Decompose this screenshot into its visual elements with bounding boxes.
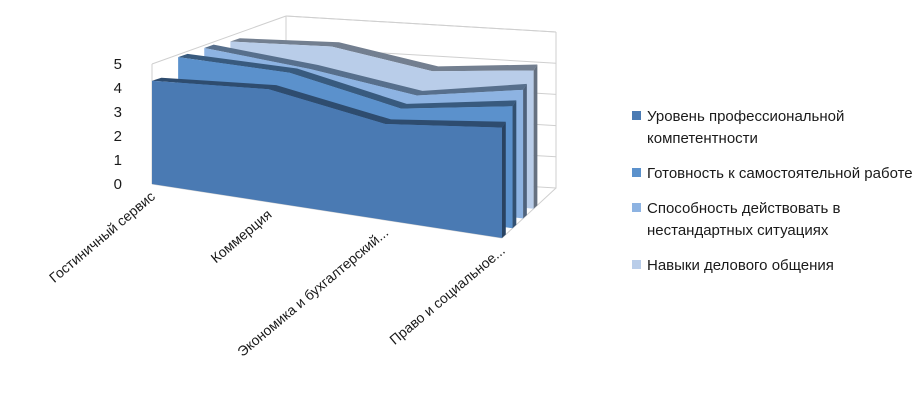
- legend-item-series-3: Способность действовать в нестандартных …: [632, 198, 916, 242]
- legend-label-series-1: Уровень профессиональной компетентности: [647, 108, 845, 147]
- legend-item-series-2: Готовность к самостоятельной работе: [632, 163, 916, 185]
- x-category-label: Право и социальное...: [386, 242, 508, 348]
- area-side-face-series-2: [512, 100, 517, 229]
- y-tick-label: 4: [114, 80, 122, 97]
- legend-item-series-1: Уровень профессиональной компетентности: [632, 106, 916, 150]
- x-category-label: Коммерция: [207, 206, 274, 266]
- area-top-band-series-1: [152, 77, 506, 128]
- legend-swatch-series-2: [632, 168, 641, 177]
- area-top-band-series-4: [230, 38, 538, 72]
- y-tick-label: 2: [114, 128, 122, 145]
- area-series-1: [152, 77, 506, 238]
- chart-areas: [152, 38, 538, 238]
- area-top-band-series-3: [204, 44, 527, 96]
- legend-label-series-3: Способность действовать в нестандартных …: [647, 200, 841, 239]
- right-floor-edge: [501, 187, 557, 239]
- legend-swatch-series-1: [632, 111, 641, 120]
- area-side-face-series-4: [533, 64, 538, 209]
- y-tick-label: 0: [114, 176, 122, 193]
- legend-item-series-4: Навыки делового общения: [632, 255, 916, 277]
- y-tick-label: 3: [114, 104, 122, 121]
- chart-legend: Уровень профессиональной компетентности …: [632, 106, 916, 290]
- area-side-face-series-1: [502, 121, 506, 238]
- area-side-face-series-3: [523, 83, 527, 219]
- x-category-label: Экономика и бухгалтерский...: [234, 224, 391, 359]
- legend-label-series-2: Готовность к самостоятельной работе: [647, 165, 913, 182]
- legend-swatch-series-3: [632, 203, 641, 212]
- area-top-band-series-2: [178, 53, 517, 109]
- area-face-series-1: [152, 80, 502, 238]
- legend-label-series-4: Навыки делового общения: [647, 257, 834, 274]
- y-tick-label: 5: [114, 56, 122, 73]
- x-category-label: Гостиничный сервис: [46, 188, 158, 286]
- side-gridline: [151, 15, 287, 65]
- y-tick-label: 1: [114, 152, 122, 169]
- legend-swatch-series-4: [632, 260, 641, 269]
- back-gridline: [285, 15, 557, 33]
- y-axis-ticks: 0 1 2 3 4 5: [114, 56, 122, 193]
